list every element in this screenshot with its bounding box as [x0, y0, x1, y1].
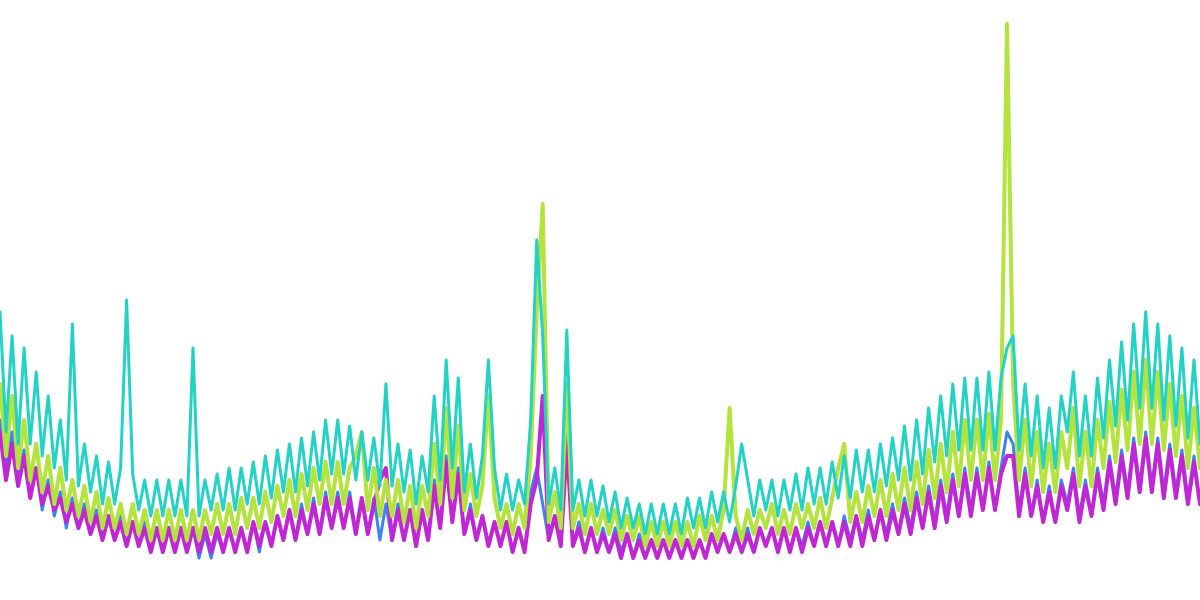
line-chart: [0, 0, 1200, 600]
